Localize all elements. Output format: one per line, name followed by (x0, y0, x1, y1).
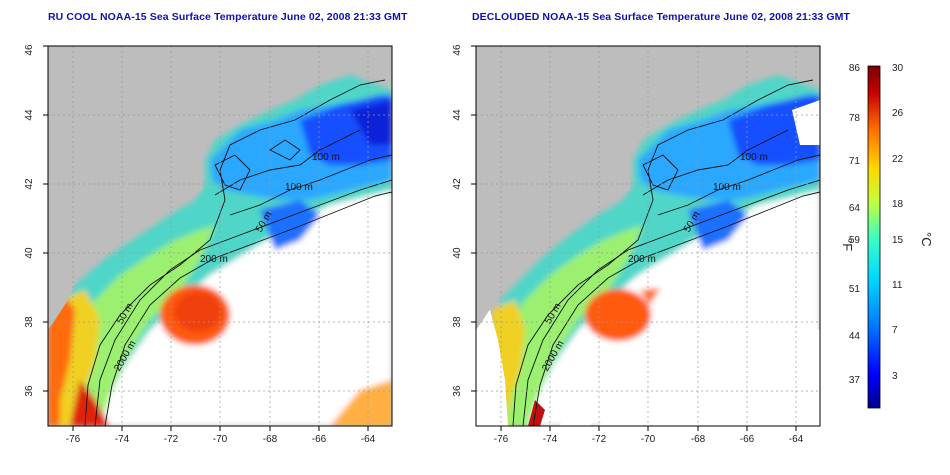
right-gridlines (476, 46, 820, 426)
right-x-tick-70: -70 (641, 434, 656, 445)
cb-f-37: 37 (849, 375, 861, 386)
left-y-tick-36: 36 (24, 385, 35, 397)
cb-f-51: 51 (849, 284, 861, 295)
right-cloud-mask (476, 100, 820, 426)
left-axis-ticks (43, 45, 369, 431)
cb-f-71: 71 (849, 156, 861, 167)
right-map-panel: 100 m 100 m 50 m 200 m 50 m 2000 m (452, 44, 821, 445)
left-x-tick-70: -70 (213, 434, 228, 445)
colorbar-celsius-labels: 30 26 22 18 15 11 7 3 (892, 63, 904, 382)
right-y-tick-40: 40 (452, 247, 463, 259)
left-y-tick-38: 38 (24, 316, 35, 328)
left-x-tick-66: -66 (312, 434, 327, 445)
cb-f-44: 44 (849, 331, 861, 342)
right-x-tick-64: -64 (789, 434, 804, 445)
left-contour-label-200m: 200 m (200, 254, 228, 265)
cb-c-30: 30 (892, 63, 904, 74)
right-contour-label-200m: 200 m (628, 254, 656, 265)
left-contour-label-100m: 100 m (285, 182, 313, 193)
left-bathymetry-contours (84, 79, 392, 426)
right-y-tick-36: 36 (452, 385, 463, 397)
cb-f-86: 86 (849, 63, 861, 74)
colorbar-gradient (867, 65, 881, 409)
cb-c-18: 18 (892, 199, 904, 210)
cb-c-26: 26 (892, 108, 904, 119)
left-x-tick-74: -74 (115, 434, 130, 445)
right-x-tick-76: -76 (494, 434, 509, 445)
left-map-title: RU COOL NOAA-15 Sea Surface Temperature … (48, 11, 408, 23)
left-y-tick-40: 40 (24, 247, 35, 259)
right-x-tick-68: -68 (691, 434, 706, 445)
right-y-tick-38: 38 (452, 316, 463, 328)
right-x-tick-labels: -76 -74 -72 -70 -68 -66 -64 (494, 434, 804, 445)
colorbar: 86 78 71 64 59 51 44 37 30 26 22 18 15 1… (840, 63, 934, 409)
left-y-tick-42: 42 (24, 178, 35, 190)
cb-c-15: 15 (892, 235, 904, 246)
cb-c-7: 7 (892, 325, 898, 336)
right-y-tick-44: 44 (452, 109, 463, 121)
colorbar-fahrenheit-labels: 86 78 71 64 59 51 44 37 (849, 63, 861, 386)
left-land-coast (48, 46, 392, 290)
right-y-tick-46: 46 (452, 44, 463, 56)
left-y-tick-46: 46 (24, 44, 35, 56)
right-y-tick-42: 42 (452, 178, 463, 190)
right-y-tick-labels: 36 38 40 42 44 46 (452, 44, 463, 397)
left-map-panel: 100 m 100 m 50 m 200 m 50 m 2000 m (24, 44, 393, 445)
cb-c-22: 22 (892, 154, 904, 165)
left-y-tick-labels: 36 38 40 42 44 46 (24, 44, 35, 397)
cb-f-78: 78 (849, 113, 861, 124)
cb-c-3: 3 (892, 371, 898, 382)
colorbar-fahrenheit-unit: °F (840, 238, 855, 251)
left-y-tick-44: 44 (24, 109, 35, 121)
cb-f-64: 64 (849, 203, 861, 214)
right-contour-label-100m: 100 m (713, 182, 741, 193)
left-x-tick-labels: -76 -74 -72 -70 -68 -66 -64 (66, 434, 376, 445)
left-x-tick-76: -76 (66, 434, 81, 445)
cb-c-11: 11 (892, 280, 903, 291)
right-contour-label-100m-north: 100 m (740, 152, 768, 163)
right-bathymetry-contours (512, 79, 820, 426)
left-x-tick-68: -68 (263, 434, 278, 445)
left-sst-field (48, 75, 392, 426)
colorbar-celsius-unit: °C (919, 232, 934, 247)
cb-f-59: 59 (849, 235, 861, 246)
left-x-tick-64: -64 (361, 434, 376, 445)
left-contour-label-100m-north: 100 m (312, 152, 340, 163)
right-x-tick-66: -66 (740, 434, 755, 445)
right-x-tick-72: -72 (592, 434, 607, 445)
left-x-tick-72: -72 (164, 434, 179, 445)
right-axis-ticks (471, 45, 797, 431)
right-x-tick-74: -74 (543, 434, 558, 445)
right-land-coast (476, 46, 820, 290)
left-gridlines (48, 46, 392, 426)
right-map-title: DECLOUDED NOAA-15 Sea Surface Temperatur… (472, 11, 851, 23)
